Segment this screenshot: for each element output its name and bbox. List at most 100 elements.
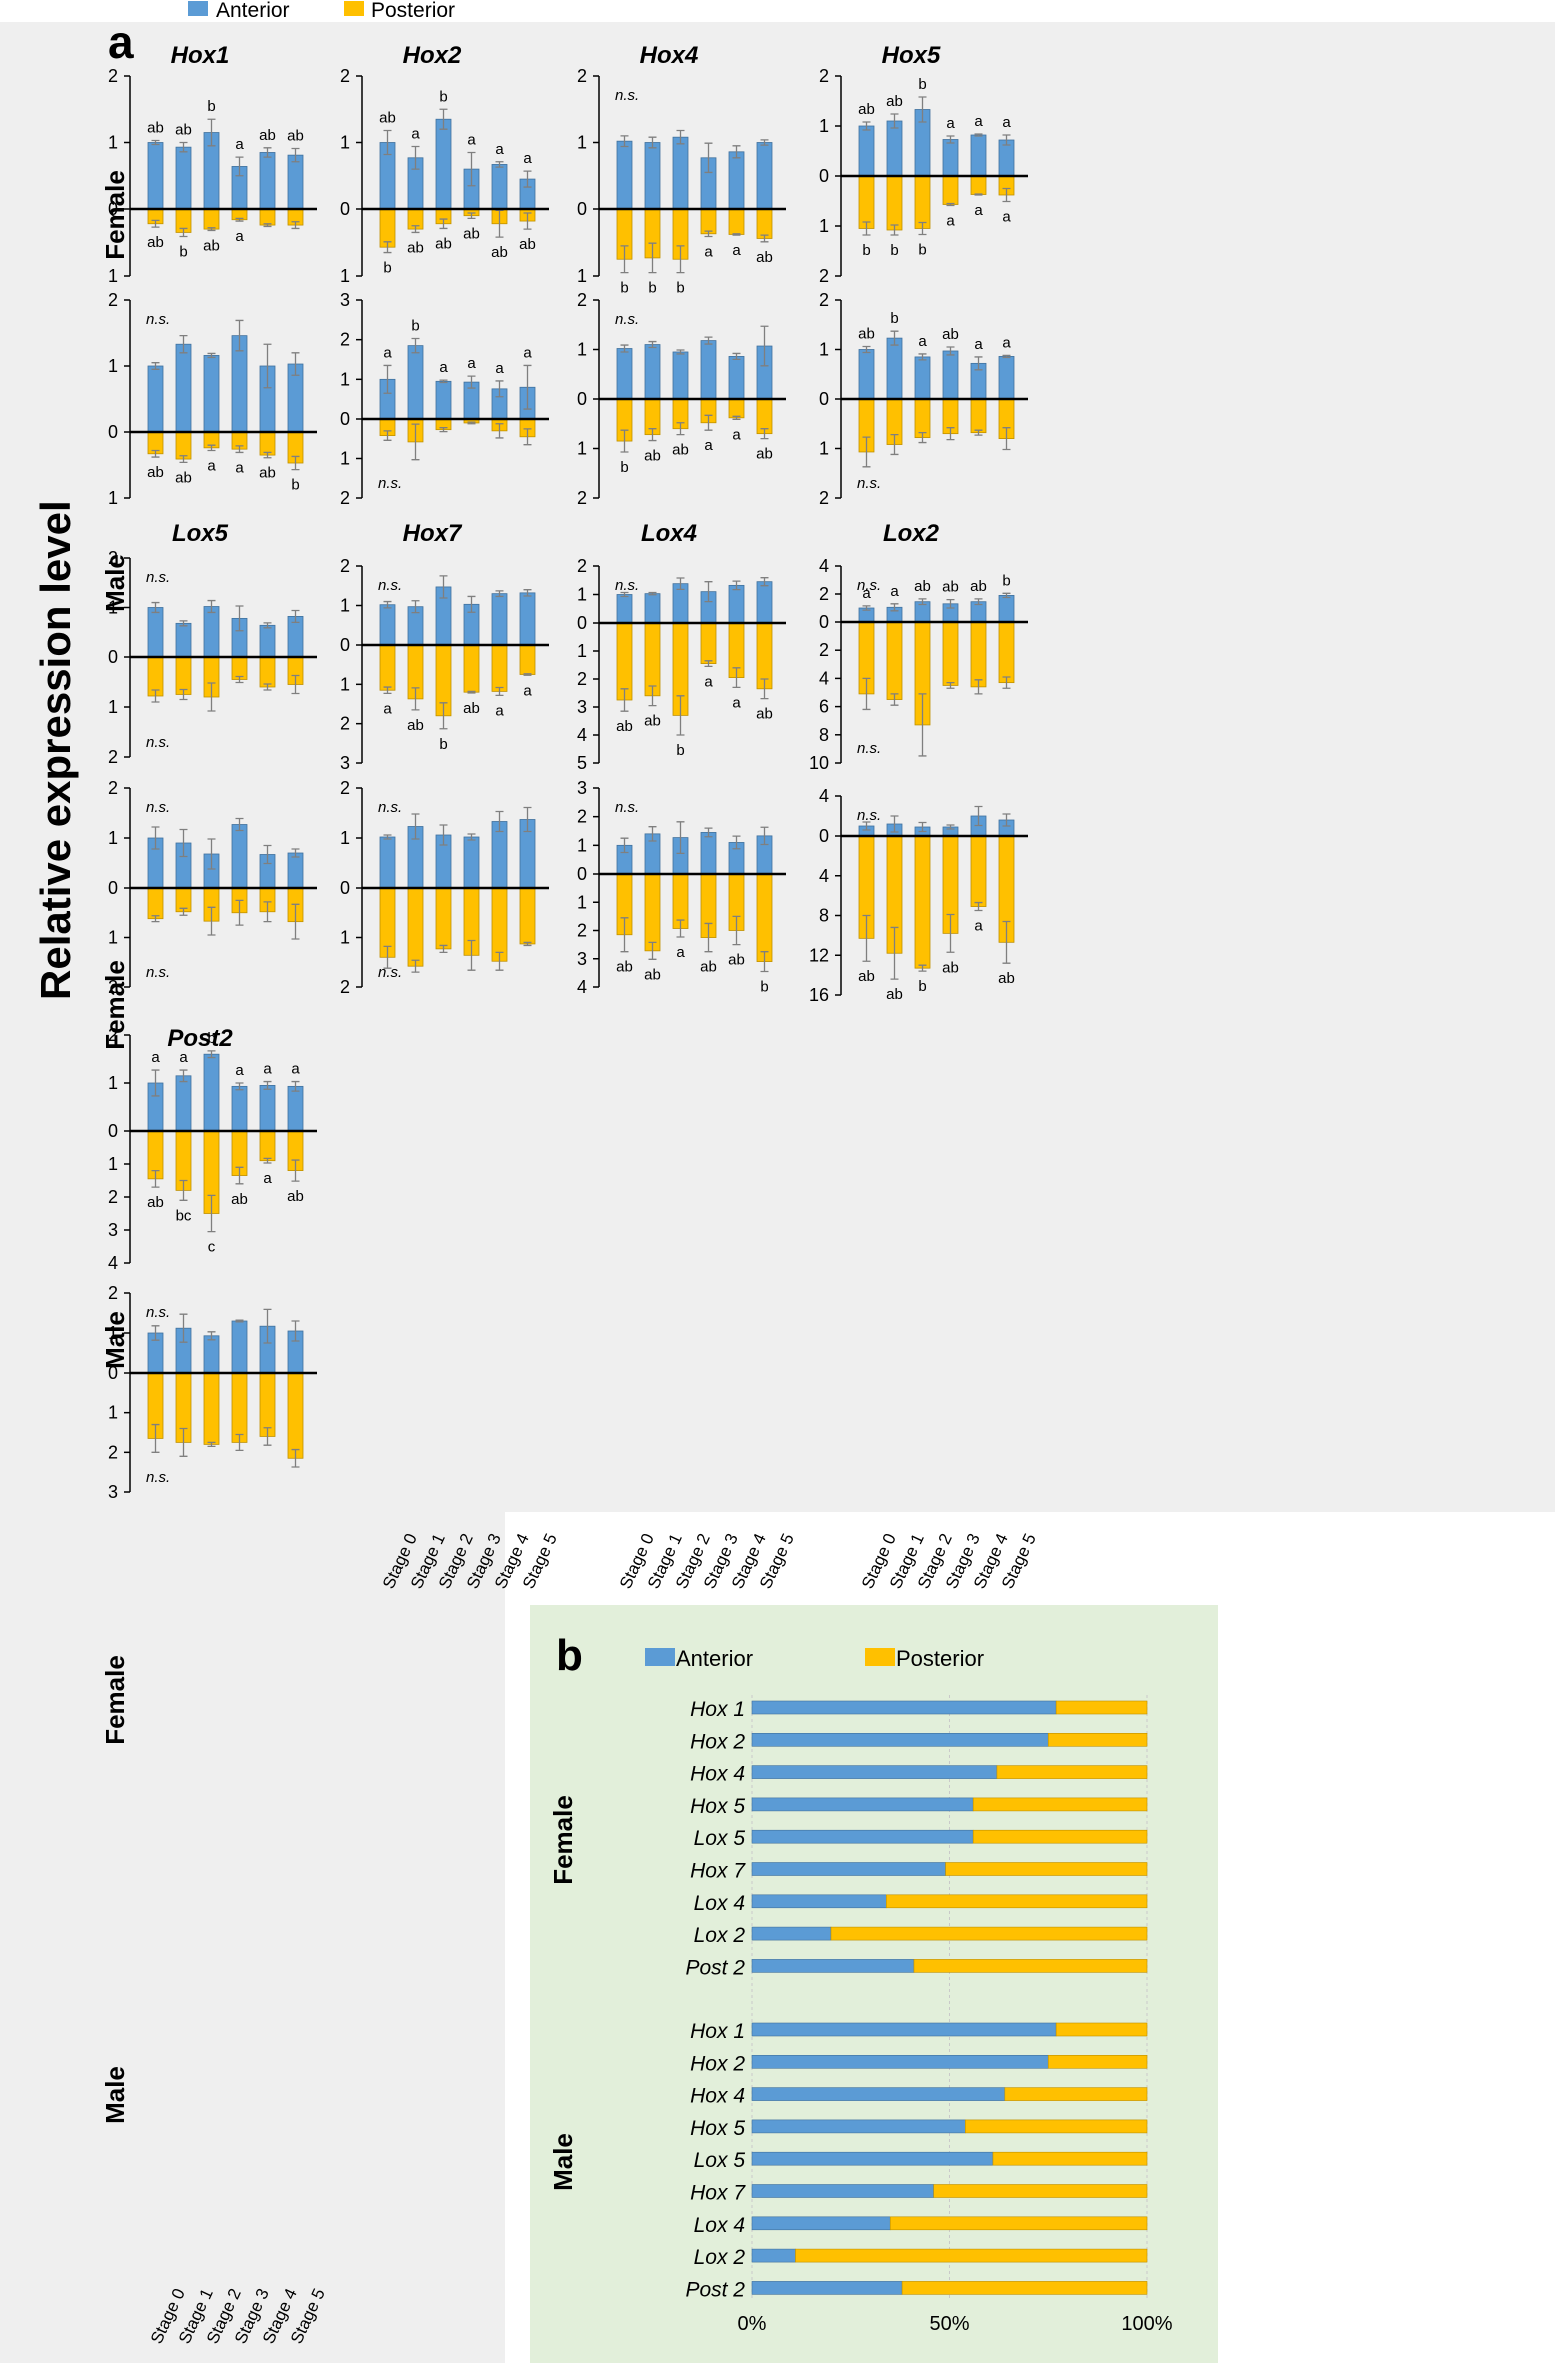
- error-bar: [946, 202, 955, 207]
- error-bar: [467, 690, 476, 694]
- stacked-bar-posterior: [885, 1894, 1148, 1909]
- sig-label: a: [974, 918, 983, 935]
- y-tick-label: 2: [108, 778, 118, 798]
- sig-label: a: [918, 333, 927, 350]
- error-bar: [263, 683, 272, 691]
- error-bar: [676, 349, 685, 355]
- error-bar: [648, 685, 657, 707]
- category-label: Lox 2: [694, 2246, 746, 2269]
- bar-posterior: [491, 644, 508, 692]
- stacked-bar-posterior: [1047, 1733, 1148, 1747]
- ns-label: n.s.: [378, 964, 402, 981]
- y-tick-label: 2: [108, 548, 118, 568]
- error-bar: [648, 941, 657, 960]
- error-bar: [235, 156, 244, 177]
- error-bar: [1002, 134, 1011, 146]
- error-bar: [704, 922, 713, 953]
- error-bar: [1002, 592, 1011, 599]
- error-bar: [890, 693, 899, 706]
- sig-label: a: [946, 115, 955, 132]
- y-tick-label: 3: [340, 753, 350, 773]
- error-bar: [648, 136, 657, 149]
- ns-label: n.s.: [146, 799, 170, 816]
- error-bar: [179, 141, 188, 153]
- error-bar: [439, 575, 448, 599]
- chart-male-male: 2 1 0 1 2 n.s. n.s.: [108, 778, 317, 997]
- error-bar: [523, 589, 532, 597]
- y-tick-label: 1: [108, 828, 118, 848]
- chart-title: Lox2: [883, 520, 940, 547]
- y-tick-label: 1: [108, 1154, 118, 1174]
- error-bar: [648, 591, 657, 596]
- error-bar: [523, 806, 532, 833]
- error-bar: [467, 939, 476, 971]
- error-bar: [411, 600, 420, 614]
- bar-posterior: [259, 1130, 276, 1162]
- bar-anterior: [886, 337, 903, 400]
- y-tick-label: 0: [108, 422, 118, 442]
- sig-label: bc: [176, 1207, 192, 1224]
- error-bar: [291, 1080, 300, 1092]
- error-bar: [918, 221, 927, 236]
- sig-label: ab: [616, 959, 633, 976]
- error-bar: [179, 907, 188, 916]
- error-bar: [620, 429, 629, 453]
- y-tick-label: 4: [819, 668, 829, 688]
- y-tick-label: 2: [819, 488, 829, 508]
- sig-label: ab: [644, 713, 661, 730]
- error-bar: [263, 223, 272, 228]
- y-tick-label: 0: [108, 1363, 118, 1383]
- error-bar: [263, 1427, 272, 1446]
- y-tick-label: 3: [577, 949, 587, 969]
- error-bar: [411, 337, 420, 354]
- error-bar: [704, 142, 713, 174]
- y-tick-label: 2: [108, 1187, 118, 1207]
- error-bar: [291, 1159, 300, 1182]
- bar-posterior: [728, 208, 745, 235]
- error-bar: [207, 1331, 216, 1341]
- sig-label: b: [207, 98, 215, 115]
- error-bar: [974, 679, 983, 695]
- bar-anterior: [756, 142, 773, 210]
- sig-label: b: [890, 310, 898, 327]
- y-tick-label: 2: [819, 290, 829, 310]
- chart-title: Post2: [167, 1025, 233, 1052]
- error-bar: [890, 330, 899, 346]
- ns-label: n.s.: [378, 475, 402, 492]
- bar-anterior: [914, 356, 931, 400]
- sig-label: a: [151, 1049, 160, 1066]
- y-tick-label: 8: [819, 906, 829, 926]
- error-bar: [235, 605, 244, 632]
- bar-posterior: [203, 1372, 220, 1445]
- y-tick-label: 1: [819, 439, 829, 459]
- error-bar: [439, 379, 448, 384]
- error-bar: [523, 212, 532, 230]
- bar-anterior: [259, 1085, 276, 1132]
- sig-label: ab: [287, 1188, 304, 1205]
- error-bar: [439, 427, 448, 433]
- ns-label: n.s.: [146, 569, 170, 586]
- bar-anterior: [175, 146, 192, 210]
- error-bar: [179, 227, 188, 238]
- bar-posterior: [914, 835, 931, 969]
- sig-label: a: [263, 1061, 272, 1078]
- stacked-bar-anterior: [751, 1733, 1049, 1747]
- error-bar: [383, 364, 392, 394]
- bar-posterior: [886, 175, 903, 231]
- row-label: Male: [100, 554, 130, 612]
- error-bar: [179, 455, 188, 464]
- sig-label: a: [732, 242, 741, 259]
- bar-anterior: [644, 344, 661, 400]
- y-tick-label: 2: [108, 66, 118, 86]
- chart-title: Hox1: [171, 42, 230, 69]
- sig-label: ab: [491, 244, 508, 261]
- error-bar: [946, 824, 955, 830]
- error-bar: [704, 660, 713, 668]
- category-label: Hox 5: [690, 2117, 745, 2140]
- error-bar: [291, 609, 300, 623]
- stacked-bar-anterior: [751, 2022, 1057, 2037]
- stacked-bar-anterior: [751, 2055, 1049, 2069]
- error-bar: [732, 915, 741, 946]
